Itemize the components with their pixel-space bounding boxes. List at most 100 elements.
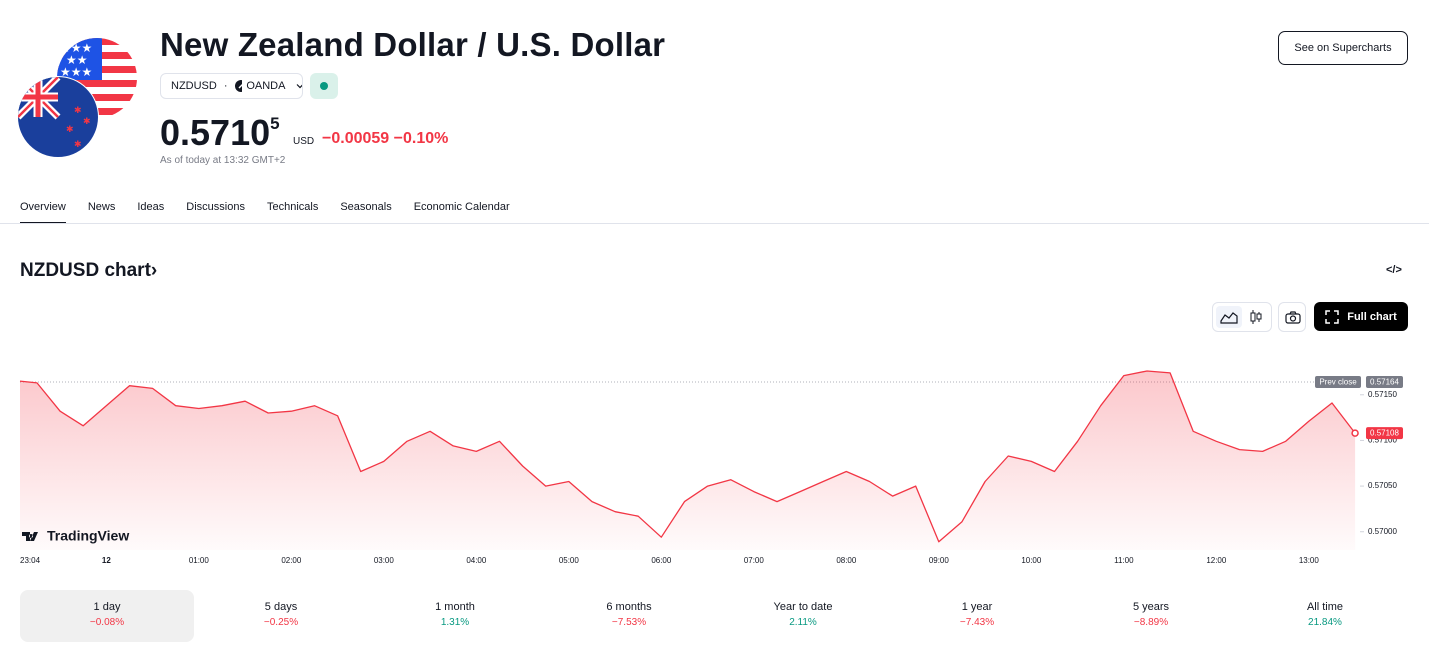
period-change: −7.43%	[959, 617, 995, 628]
market-status[interactable]	[310, 73, 338, 99]
logo-mark	[22, 532, 38, 541]
period-change: 2.11%	[789, 617, 817, 628]
change-percent: −0.10%	[393, 130, 449, 147]
price-change: −0.00059 −0.10%	[322, 130, 448, 148]
period[interactable]: 5 years −8.89%	[1064, 590, 1238, 642]
supercharts-button[interactable]: See on Supercharts	[1278, 31, 1408, 65]
x-tick-label: 07:00	[744, 556, 765, 565]
svg-text:★★★: ★★★	[60, 65, 92, 79]
period[interactable]: 1 day −0.08%	[20, 590, 194, 642]
divider	[0, 223, 1429, 224]
separator: ·	[223, 80, 228, 92]
price: 0.57105	[160, 112, 280, 154]
area-fill	[20, 371, 1356, 550]
chart-section-title[interactable]: NZDUSD chart›	[20, 260, 157, 282]
tab[interactable]: Discussions	[186, 201, 245, 213]
candles-icon[interactable]	[1249, 309, 1263, 325]
as-of-time: As of today at 13:32 GMT+2	[160, 155, 286, 166]
x-tick-label: 10:00	[1021, 556, 1042, 565]
svg-text:✱: ✱	[74, 140, 82, 150]
prev-close-label: Prev close	[1319, 378, 1357, 387]
tab[interactable]: News	[87, 201, 116, 213]
x-tick-label: 01:00	[189, 556, 210, 565]
y-tick-label: 0.57150	[1368, 390, 1397, 399]
tab[interactable]: Seasonals	[340, 201, 392, 213]
last-price-tag	[1366, 427, 1403, 440]
period[interactable]: Year to date 2.11%	[716, 590, 890, 642]
period-label: 5 days	[264, 601, 298, 613]
period-label: 1 day	[93, 601, 121, 613]
prev-close-tag	[1315, 376, 1361, 388]
tab[interactable]: Overview	[20, 201, 66, 224]
snapshot-button[interactable]	[1278, 302, 1306, 332]
prev-close-value: 0.57164	[1370, 378, 1399, 387]
x-tick-label: 04:00	[466, 556, 487, 565]
symbol: NZDUSD	[171, 80, 217, 92]
last-price-label: 0.57108	[1370, 429, 1399, 438]
svg-text:✱: ✱	[74, 106, 82, 116]
period-label: 5 years	[1132, 601, 1170, 613]
tab[interactable]: Technicals	[266, 201, 319, 213]
prev-close-value-tag	[1366, 376, 1403, 388]
y-tick-label: 0.57050	[1368, 481, 1397, 490]
page-title: New Zealand Dollar / U.S. Dollar	[160, 26, 666, 63]
tab-bar: Overview News Ideas Discussions Technicals Se…	[20, 201, 510, 224]
x-tick-label: 23:04	[20, 556, 41, 565]
last-point	[1351, 429, 1359, 437]
x-tick-label: 06:00	[651, 556, 672, 565]
svg-text:✱: ✱	[83, 117, 91, 127]
tab[interactable]: Economic Calendar	[413, 201, 510, 213]
chart-style-toggle	[1212, 302, 1272, 332]
period[interactable]: 5 days −0.25%	[194, 590, 368, 642]
period-label: 1 year	[961, 601, 993, 613]
camera-icon	[1285, 311, 1301, 324]
period-label: 6 months	[606, 601, 652, 613]
y-tick-label: 0.57100	[1368, 436, 1397, 445]
x-tick-label: 02:00	[281, 556, 302, 565]
change-abs: −0.00059	[322, 130, 390, 147]
x-tick-label: 11:00	[1114, 556, 1134, 565]
period-change: −8.89%	[1133, 617, 1169, 628]
period-label: All time	[1306, 601, 1344, 613]
price-line	[19, 370, 1356, 543]
x-tick-label: 09:00	[929, 556, 950, 565]
x-tick-label: 05:00	[559, 556, 580, 565]
fullscreen-icon	[1325, 309, 1339, 324]
x-tick-label: 12	[102, 556, 111, 565]
chart-title: NZDUSD chart	[20, 260, 151, 281]
y-tick-label: 0.57000	[1368, 527, 1397, 536]
period[interactable]: 1 year −7.43%	[890, 590, 1064, 642]
x-tick-label: 08:00	[836, 556, 857, 565]
period-label: 1 month	[435, 601, 475, 613]
price-chart: 0.57000 0.57050 0.57100 0.57150 0.57108 Prev …	[19, 370, 1403, 565]
performance-periods: 1 day −0.08% 5 days −0.25% 1 month 1.31% 6 mon…	[20, 590, 1412, 642]
exchange: OANDA	[246, 80, 286, 92]
period-change: 21.84%	[1308, 617, 1342, 628]
status-dot	[320, 82, 328, 90]
period[interactable]: 6 months −7.53%	[542, 590, 716, 642]
currency-flags: ★★★★★★★★ ✱✱✱✱	[18, 38, 137, 158]
x-tick-label: 12:00	[1206, 556, 1227, 565]
tab[interactable]: Ideas	[137, 201, 165, 213]
period[interactable]: 1 month 1.31%	[368, 590, 542, 642]
chevron: ›	[150, 260, 158, 281]
tradingview-logo: TradingView	[22, 528, 129, 544]
price-main: 0.5710	[160, 112, 271, 153]
svg-text:★★: ★★	[66, 53, 88, 67]
period-label: Year to date	[773, 601, 833, 613]
period-change: 1.31%	[440, 617, 470, 628]
x-tick-label: 13:00	[1299, 556, 1320, 565]
period-change: −0.25%	[263, 617, 299, 628]
symbol-selector[interactable]: NZDUSD · OANDA	[160, 73, 303, 99]
svg-text:✱: ✱	[66, 125, 74, 135]
currency: USD	[293, 136, 315, 147]
x-tick-label: 03:00	[374, 556, 395, 565]
embed-button[interactable]: </>	[1386, 264, 1402, 276]
full-chart-label: Full chart	[1347, 310, 1397, 323]
period-change: −7.53%	[611, 617, 647, 628]
exchange-icon	[234, 80, 243, 92]
period[interactable]: All time 21.84%	[1238, 590, 1412, 642]
full-chart-button[interactable]: Full chart	[1314, 302, 1408, 331]
period-change: −0.08%	[89, 617, 125, 628]
